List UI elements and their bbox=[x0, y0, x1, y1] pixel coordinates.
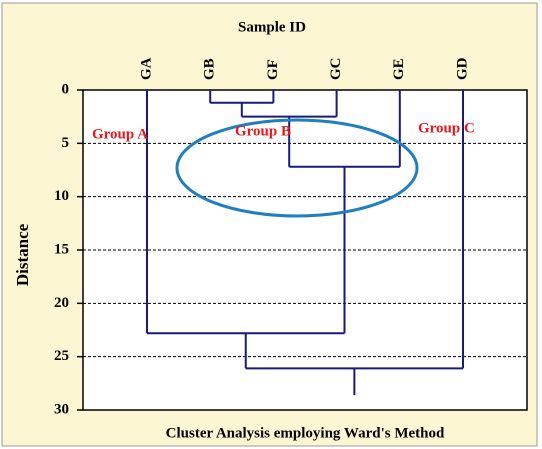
y-axis-title: Distance bbox=[13, 223, 32, 286]
leaf-label: GB bbox=[202, 58, 218, 80]
y-tick-label: 25 bbox=[54, 348, 69, 364]
leaf-label: GA bbox=[138, 57, 154, 80]
leaf-label: GE bbox=[391, 58, 407, 80]
y-tick-label: 15 bbox=[54, 241, 69, 257]
dendrogram: GA GB GF GC GE GD bbox=[138, 57, 470, 396]
y-tick-label: 10 bbox=[54, 188, 69, 204]
y-tick-label: 5 bbox=[62, 135, 70, 151]
y-tick-label: 20 bbox=[54, 295, 69, 311]
chart-title: Sample ID bbox=[238, 19, 306, 35]
leaf-label: GF bbox=[265, 59, 281, 80]
group-label: Group A bbox=[92, 126, 148, 142]
y-tick-label: 0 bbox=[62, 81, 70, 97]
grid: 0 5 10 15 20 25 30 bbox=[54, 81, 527, 417]
group-label: Group B bbox=[235, 123, 291, 139]
leaf-label: GD bbox=[454, 57, 470, 80]
leaf-label: GC bbox=[328, 58, 344, 81]
group-label: Group C bbox=[418, 120, 475, 136]
y-tick-label: 30 bbox=[54, 401, 69, 417]
cluster-ellipse bbox=[175, 118, 419, 218]
x-axis-title: Cluster Analysis employing Ward's Method bbox=[166, 425, 445, 441]
